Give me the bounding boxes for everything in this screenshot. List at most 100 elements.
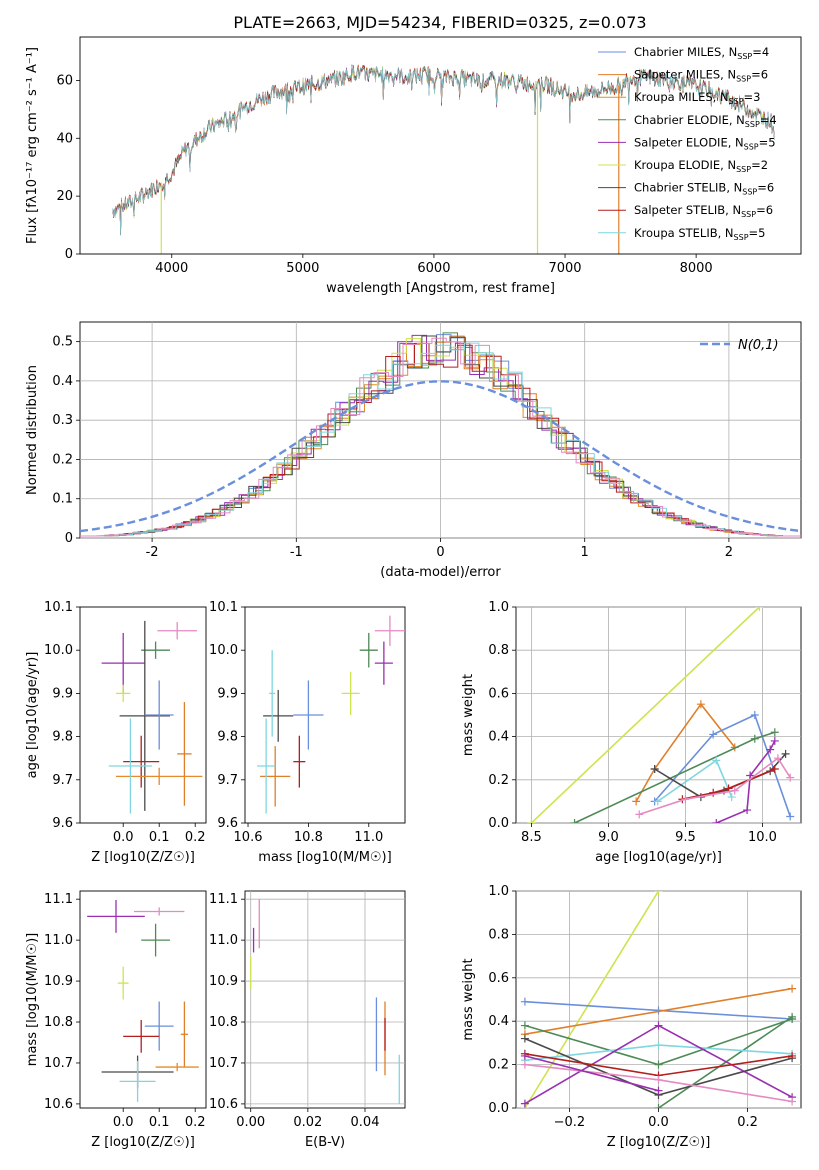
spectrum-lines — [112, 64, 775, 254]
weight-marker — [520, 1021, 529, 1030]
weight-marker — [788, 1097, 797, 1106]
weight-marker — [770, 765, 779, 773]
y-tick-label: 10.0 — [44, 643, 73, 658]
errorbar-point — [257, 718, 276, 814]
z-age-panel: 0.0 0.1 0.2 9.6 9.7 9.8 9.9 10.0 10.1 Z [log10(Z/… — [25, 600, 207, 865]
x-tick-label: 11.0 — [354, 830, 383, 845]
y-tick-label: 0.8 — [488, 643, 509, 658]
histogram-group — [80, 332, 801, 537]
y-axis-label: Normed distribution — [25, 365, 40, 495]
weight-series-line — [658, 1016, 793, 1108]
weight-series-line — [653, 713, 791, 817]
weight-series-line — [524, 1055, 659, 1092]
x-axis-label: (data-model)/error — [380, 565, 501, 580]
y-tick-label: 9.8 — [52, 730, 73, 745]
y-tick-label: 9.6 — [52, 816, 73, 831]
x-axis-label: Z [log10(Z/Z☉)] — [607, 1135, 711, 1150]
errorbar-point — [116, 684, 131, 703]
weight-marker — [654, 1104, 663, 1108]
weight-series-line — [638, 757, 791, 816]
errorbar-point — [134, 907, 185, 916]
legend-label: Salpeter ELODIE, NSSP=5 — [634, 135, 776, 151]
weight-series-line — [635, 702, 736, 802]
legend-label: Kroupa MILES, NSSP=3 — [634, 90, 760, 106]
errorbar-point — [180, 1001, 188, 1068]
legend-label: Salpeter MILES, NSSP=6 — [634, 68, 768, 84]
weight-marker — [786, 773, 795, 782]
y-tick-label: 20 — [56, 189, 73, 204]
weight-marker — [770, 728, 779, 737]
y-tick-label: 0.4 — [488, 730, 509, 745]
y-axis-label: mass weight — [461, 674, 476, 756]
residuals-panel: -2 -1 0 1 2 0 0.1 0.2 0.3 0.4 0.5 (data-model)/erro… — [25, 321, 802, 580]
legend-label: Salpeter STELIB, NSSP=6 — [634, 203, 773, 219]
errorbar-group — [87, 900, 199, 1102]
y-tick-label: 10.9 — [44, 974, 73, 989]
weight-marker — [654, 1021, 663, 1030]
y-tick-label: 10.6 — [209, 1097, 238, 1112]
weight-marker — [786, 812, 795, 821]
weight-marker — [520, 1060, 529, 1069]
weight-marker — [520, 997, 529, 1006]
y-axis-label: age [log10(age/yr)] — [25, 652, 40, 779]
y-tick-label: 10.8 — [44, 1015, 73, 1030]
histogram-series — [80, 334, 801, 537]
y-tick-label: 10.6 — [44, 1097, 73, 1112]
spectrum-series-line — [112, 65, 775, 236]
x-tick-label: 10.6 — [234, 830, 263, 845]
y-tick-label: 0 — [65, 247, 73, 262]
legend-label: Chabrier MILES, NSSP=4 — [634, 45, 769, 61]
errorbar-point — [123, 735, 160, 788]
weight-marker — [750, 734, 759, 743]
legend-label: Chabrier ELODIE, NSSP=4 — [634, 113, 777, 129]
y-tick-label: 9.7 — [52, 773, 73, 788]
errorbar-point — [293, 735, 306, 788]
x-tick-label: 8.5 — [521, 830, 542, 845]
x-tick-label: 0.0 — [648, 1115, 669, 1130]
weight-marker — [654, 1041, 663, 1050]
weight-marker — [570, 819, 579, 823]
weight-marker — [773, 754, 782, 763]
x-tick-label: 0 — [436, 545, 444, 560]
legend-label: Kroupa STELIB, NSSP=5 — [634, 226, 765, 242]
histogram-series — [80, 334, 801, 537]
y-axis-label: mass [log10(M/M☉)] — [25, 933, 40, 1066]
weight-marker — [712, 756, 721, 765]
histogram-series — [80, 338, 801, 537]
y-axis-label: mass weight — [461, 958, 476, 1040]
errorbar-point — [293, 680, 324, 750]
x-tick-label: 5000 — [286, 261, 319, 276]
weight-marker — [520, 1034, 529, 1043]
histogram-series — [80, 342, 801, 537]
y-tick-label: 10.0 — [209, 643, 238, 658]
errorbar-group — [250, 899, 400, 1104]
y-tick-label: 0.4 — [488, 1014, 509, 1029]
x-tick-label: -2 — [146, 545, 159, 560]
x-axis-label: Z [log10(Z/Z☉)] — [91, 850, 195, 865]
errorbar-point — [144, 680, 174, 750]
axes-frame — [244, 890, 406, 1109]
y-tick-label: 1.0 — [488, 884, 509, 899]
errorbar-point — [263, 689, 294, 742]
x-tick-label: 0.1 — [149, 1115, 170, 1130]
weight-marker — [520, 1051, 529, 1060]
axes-frame — [79, 606, 207, 824]
legend-label: Kroupa ELODIE, NSSP=2 — [634, 158, 768, 174]
weight-marker — [654, 1060, 663, 1069]
weight-marker — [653, 797, 662, 806]
weight-marker — [696, 700, 705, 709]
x-tick-label: 9.5 — [675, 830, 696, 845]
errorbar-group — [257, 615, 405, 814]
weight-marker — [743, 806, 752, 815]
weight-marker — [712, 819, 721, 823]
x-tick-label: 0.04 — [351, 1115, 380, 1130]
x-axis-label: wavelength [Angstrom, rest frame] — [326, 281, 555, 296]
errorbar-point — [155, 1062, 199, 1072]
errorbar-point — [157, 622, 197, 640]
weight-marker — [781, 749, 790, 758]
y-axis-label: Flux [fλ10⁻¹⁷ erg cm⁻² s⁻¹ A⁻¹] — [25, 47, 40, 244]
y-tick-label: 0.3 — [52, 413, 73, 428]
z-mass-panel: 0.0 0.1 0.2 10.6 10.7 10.8 10.9 11.0 11.1 Z [log1… — [25, 890, 207, 1150]
y-tick-label: 0.8 — [488, 927, 509, 942]
errorbar-point — [101, 632, 145, 694]
